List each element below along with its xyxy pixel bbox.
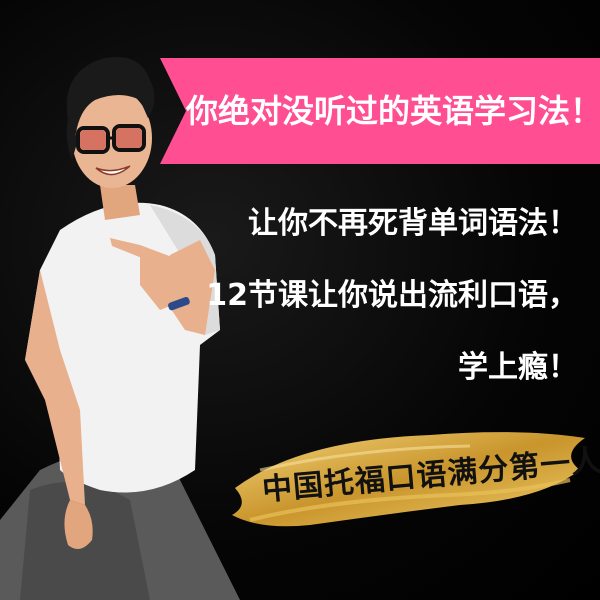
headline-text: 你绝对没听过的英语学习法！ <box>186 92 600 130</box>
tagline-1: 让你不再死背单词语法！ <box>248 206 578 241</box>
headline-banner: 你绝对没听过的英语学习法！ <box>160 58 600 164</box>
tagline-3: 学上瘾！ <box>458 350 578 385</box>
banner-shape <box>160 58 600 164</box>
tagline-2: 12节课让你说出流利口语， <box>206 278 578 313</box>
